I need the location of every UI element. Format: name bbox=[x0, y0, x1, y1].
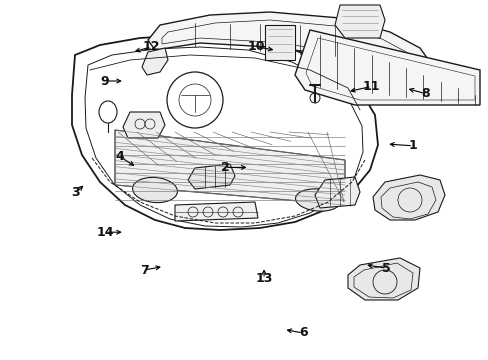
Text: 10: 10 bbox=[247, 40, 265, 53]
Text: 3: 3 bbox=[71, 186, 80, 199]
Text: 11: 11 bbox=[362, 80, 380, 93]
Text: 13: 13 bbox=[255, 273, 272, 285]
Polygon shape bbox=[148, 12, 429, 80]
Polygon shape bbox=[175, 202, 258, 221]
Text: 5: 5 bbox=[381, 262, 390, 275]
Polygon shape bbox=[294, 30, 479, 105]
Text: 12: 12 bbox=[142, 40, 160, 53]
Text: 2: 2 bbox=[220, 161, 229, 174]
Text: 8: 8 bbox=[420, 87, 429, 100]
Polygon shape bbox=[372, 175, 444, 220]
Ellipse shape bbox=[295, 189, 340, 211]
Ellipse shape bbox=[132, 177, 177, 203]
Polygon shape bbox=[142, 48, 168, 75]
Text: 4: 4 bbox=[115, 150, 124, 163]
Polygon shape bbox=[115, 130, 345, 205]
Polygon shape bbox=[347, 258, 419, 300]
Polygon shape bbox=[264, 25, 294, 60]
Polygon shape bbox=[123, 112, 164, 138]
Polygon shape bbox=[334, 5, 384, 38]
Text: 7: 7 bbox=[140, 264, 148, 276]
Text: 1: 1 bbox=[408, 139, 417, 152]
Polygon shape bbox=[187, 164, 235, 189]
Text: 9: 9 bbox=[101, 75, 109, 87]
Polygon shape bbox=[314, 177, 359, 208]
Text: 14: 14 bbox=[96, 226, 114, 239]
Text: 6: 6 bbox=[298, 327, 307, 339]
